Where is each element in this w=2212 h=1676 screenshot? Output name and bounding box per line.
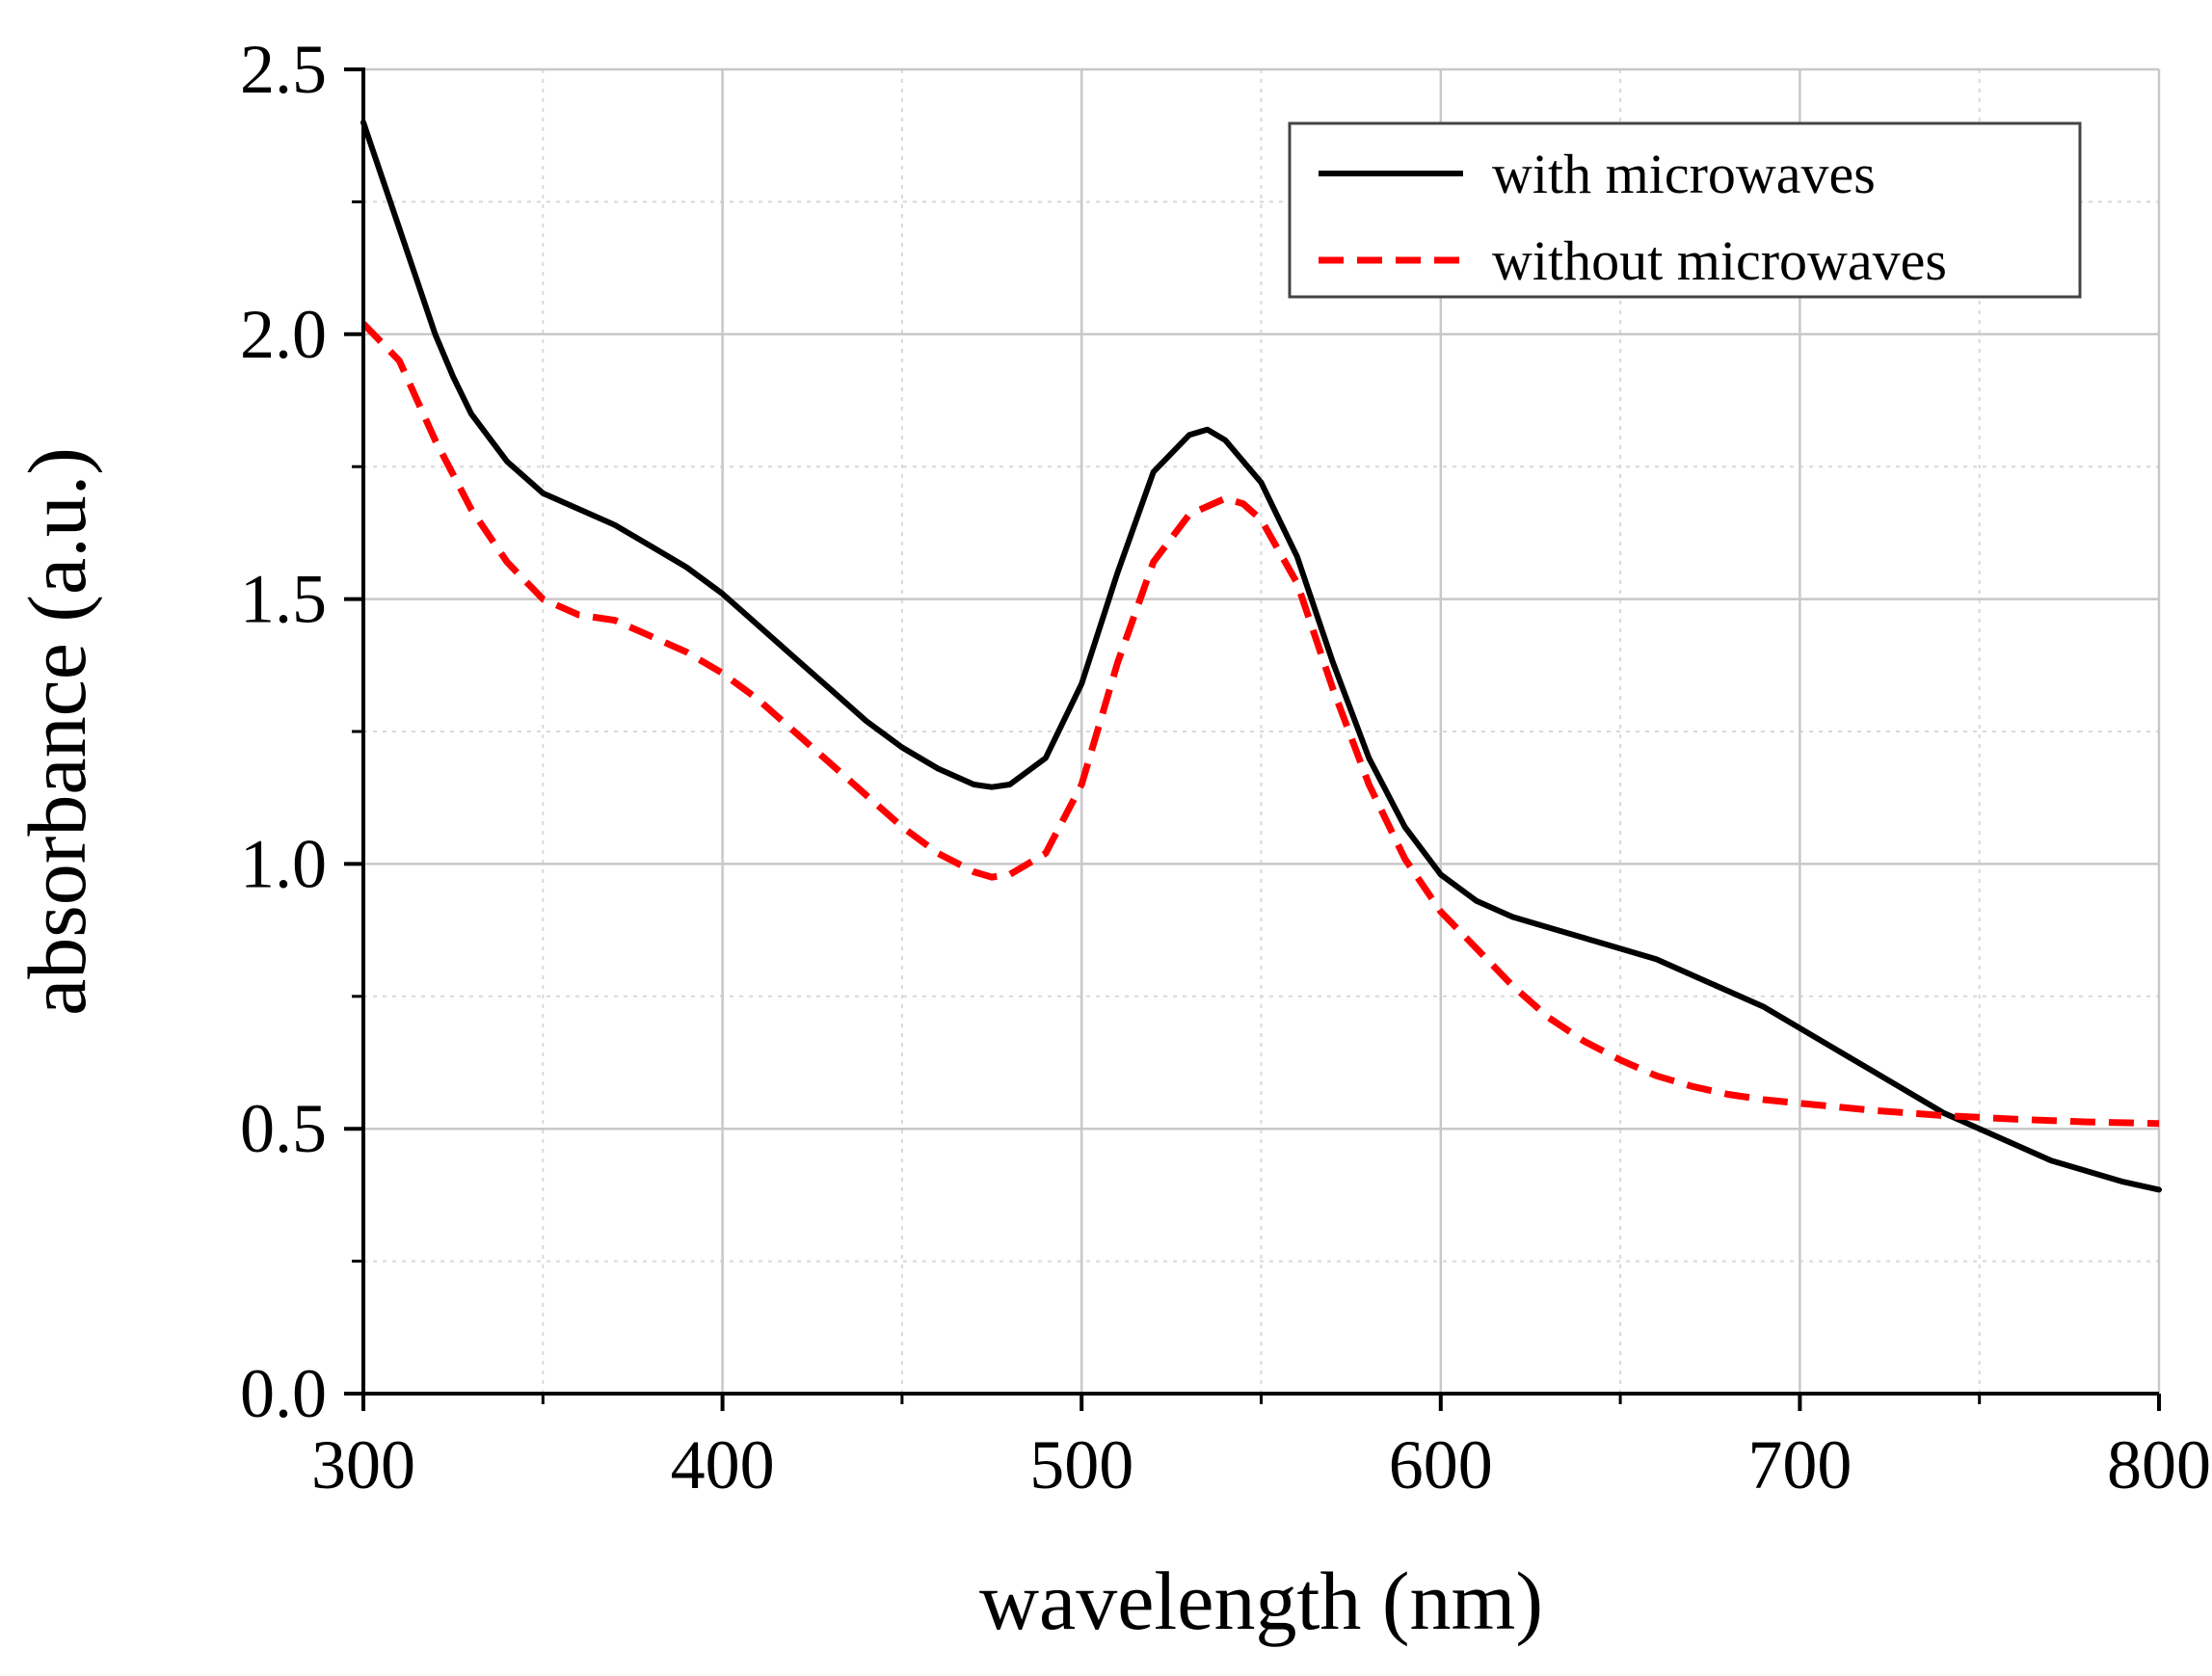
series-line-with-microwaves [360, 120, 2162, 1193]
x-tick-label: 300 [311, 1426, 415, 1503]
y-tick-label: 0.0 [240, 1355, 327, 1432]
x-tick-label: 800 [2107, 1426, 2211, 1503]
legend-label-without-microwaves: without microwaves [1492, 229, 1947, 292]
x-tick-label: 700 [1747, 1426, 1852, 1503]
x-axis-title: wavelength (nm) [979, 1555, 1543, 1647]
series-line-without-microwaves [360, 321, 2160, 1128]
series-layer [360, 120, 2162, 1193]
y-tick-label: 2.0 [240, 296, 327, 373]
y-tick-label: 0.5 [240, 1090, 327, 1167]
y-axis-title: absorbance (a.u.) [11, 447, 103, 1016]
label-layer: wavelength (nm) absorbance (a.u.) 300 400… [11, 31, 2211, 1647]
x-tick-label: 400 [671, 1426, 775, 1503]
legend-box [1288, 121, 2082, 299]
y-tick-label: 2.5 [240, 31, 327, 108]
legend-label-with-microwaves: with microwaves [1492, 143, 1876, 205]
x-tick-label: 600 [1389, 1426, 1493, 1503]
x-tick-label: 500 [1029, 1426, 1133, 1503]
y-tick-label: 1.5 [240, 561, 327, 638]
y-tick-label: 1.0 [240, 825, 327, 902]
axis-layer [344, 67, 2161, 1411]
legend: with microwaves without microwaves [1288, 121, 2082, 299]
grid-layer [363, 67, 2161, 1394]
